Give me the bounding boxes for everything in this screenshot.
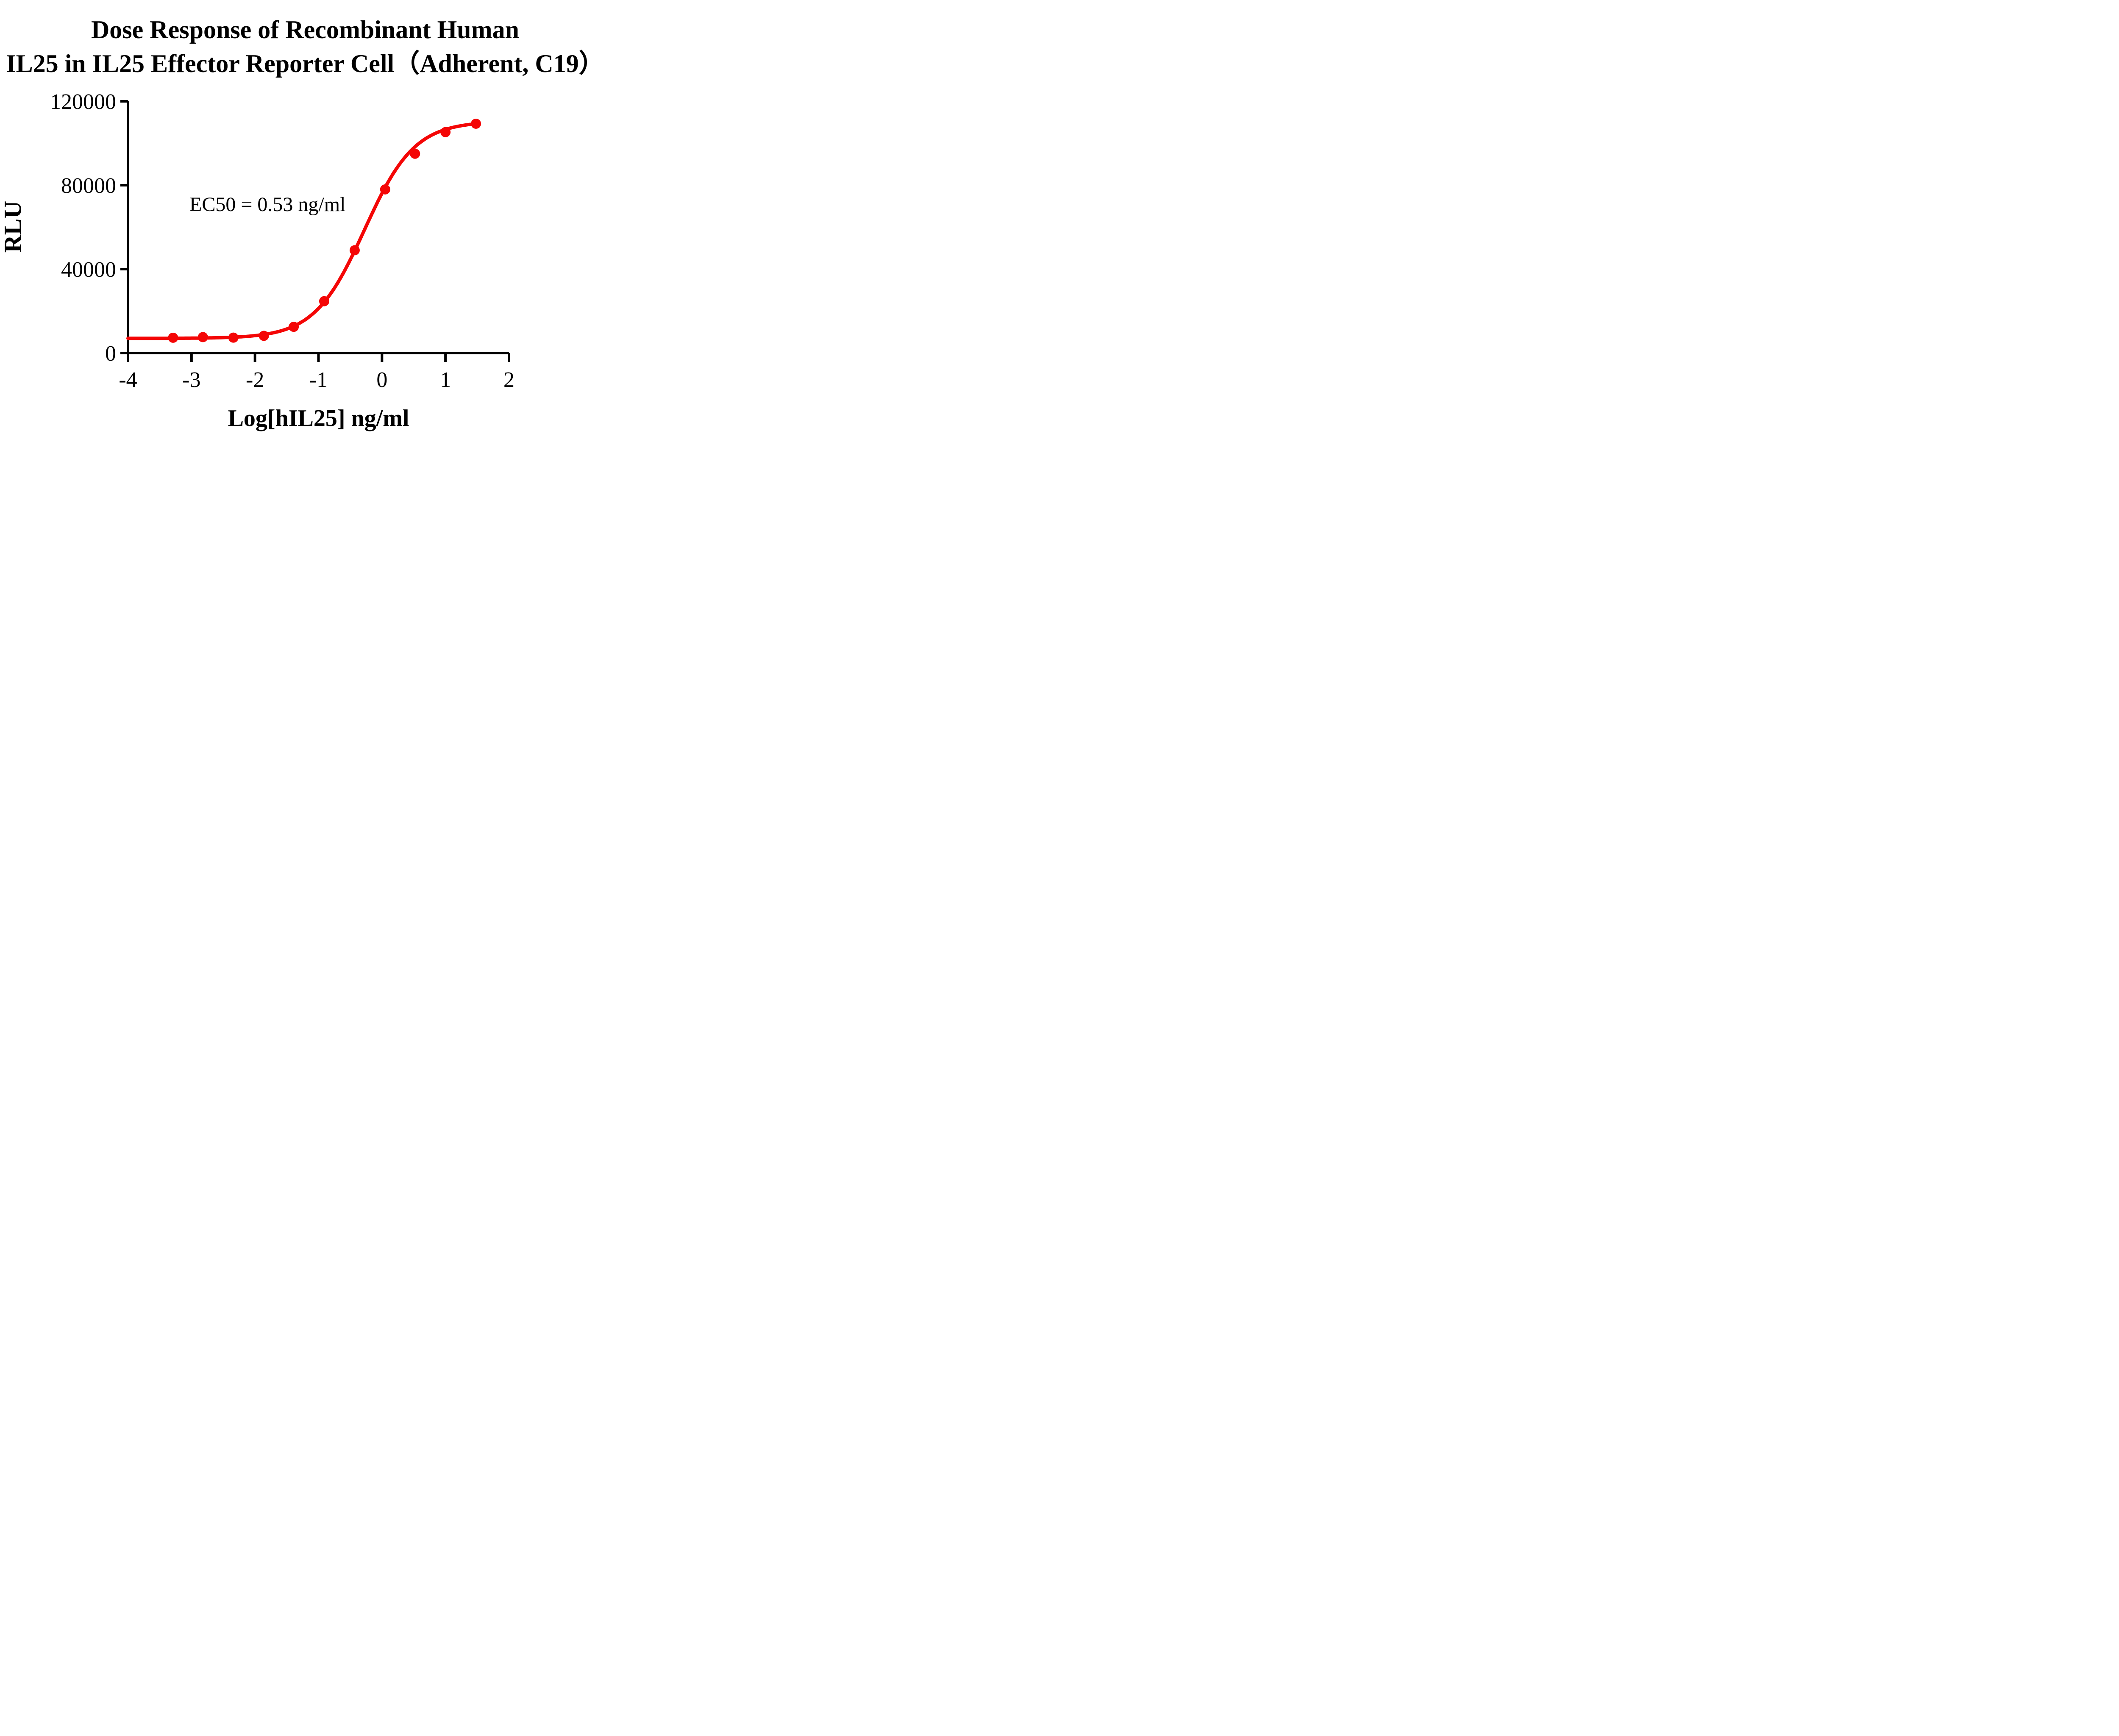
- x-tick-label: -4: [119, 368, 137, 392]
- data-point-marker: [289, 322, 299, 332]
- chart-title-line-2: IL25 in IL25 Effector Reporter Cell（Adhe…: [6, 50, 604, 78]
- data-point-marker: [228, 332, 239, 343]
- data-point-marker: [168, 332, 178, 343]
- y-tick-label: 40000: [61, 258, 116, 282]
- data-point-marker: [380, 184, 390, 195]
- data-point-marker: [197, 332, 208, 342]
- x-tick-label: -1: [309, 368, 328, 392]
- data-point-marker: [410, 148, 420, 159]
- data-point-marker: [471, 118, 481, 129]
- data-point-marker: [319, 296, 329, 306]
- x-tick-label: -3: [182, 368, 200, 392]
- x-tick-label: 2: [503, 368, 514, 392]
- x-tick-label: 1: [440, 368, 451, 392]
- x-tick-label: -2: [246, 368, 264, 392]
- y-tick-label: 120000: [50, 90, 116, 114]
- data-point-marker: [440, 127, 451, 137]
- y-tick-label: 80000: [61, 174, 116, 198]
- dose-response-figure: Dose Response of Recombinant Human IL25 …: [0, 0, 610, 434]
- plot-area: 0 40000 80000 120000 -4 -3 -2 -1 0 1 2: [50, 90, 514, 392]
- y-tick-label: 0: [105, 342, 116, 366]
- chart-title-line-1: Dose Response of Recombinant Human: [91, 16, 520, 44]
- x-tick-label: 0: [376, 368, 387, 392]
- x-axis-title: Log[hIL25] ng/ml: [228, 405, 409, 431]
- data-point-marker: [259, 331, 269, 341]
- ec50-annotation: EC50 = 0.53 ng/ml: [189, 193, 346, 216]
- dose-response-curve: [126, 122, 478, 340]
- chart-title: Dose Response of Recombinant Human IL25 …: [0, 13, 610, 81]
- data-point-marker: [349, 245, 360, 256]
